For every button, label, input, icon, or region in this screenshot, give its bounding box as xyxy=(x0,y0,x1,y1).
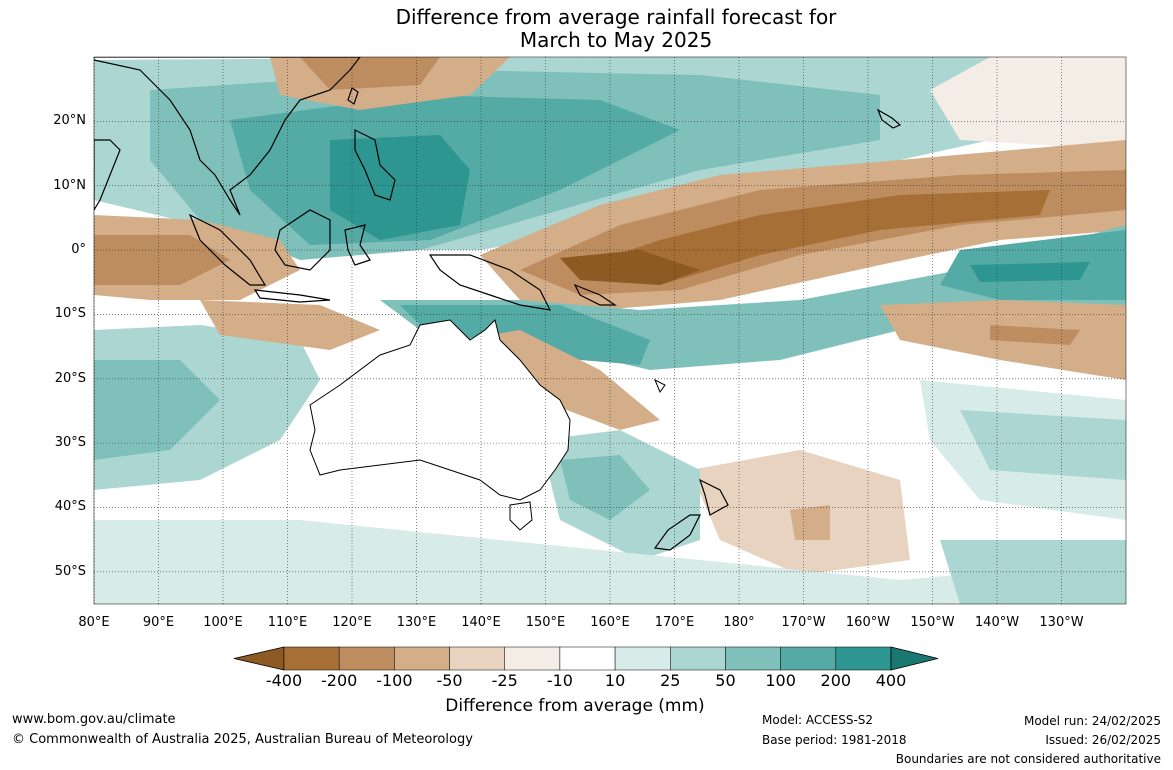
colorbar-tick-label: -400 xyxy=(265,671,303,690)
australia-landmass xyxy=(309,319,571,501)
borneo xyxy=(274,209,331,271)
lon-tick-label: 150°E xyxy=(525,615,566,630)
sumatra xyxy=(188,213,267,286)
colorbar-swatch xyxy=(670,646,726,671)
lon-tick-label: 180° xyxy=(723,615,755,630)
colorbar-swatch xyxy=(449,646,505,671)
boundaries-disclaimer: Boundaries are not considered authoritat… xyxy=(895,752,1161,766)
lon-tick-label: 160°E xyxy=(590,615,630,630)
colorbar-swatch xyxy=(283,646,340,671)
colorbar xyxy=(233,646,939,671)
colorbar-tick-label: 10 xyxy=(604,671,626,690)
hawaii xyxy=(876,108,902,129)
colorbar-swatch xyxy=(394,646,450,671)
india xyxy=(94,139,121,212)
lon-tick-label: 90°E xyxy=(142,615,175,630)
colorbar-title: Difference from average (mm) xyxy=(445,696,705,716)
colorbar-swatch xyxy=(338,646,395,671)
lat-tick-label: 10°S xyxy=(54,306,86,322)
colorbar-arrow-high xyxy=(890,646,939,671)
lat-tick-label: 20°N xyxy=(53,113,86,129)
colorbar-swatch xyxy=(559,646,616,671)
lat-tick-label: 10°N xyxy=(53,177,86,193)
copyright-text: © Commonwealth of Australia 2025, Austra… xyxy=(12,732,473,747)
map-title-line1: Difference from average rainfall forecas… xyxy=(395,5,837,29)
lat-tick-label: 40°S xyxy=(54,499,86,515)
map-title-line2: March to May 2025 xyxy=(519,28,713,52)
lon-tick-label: 140°W xyxy=(974,615,1020,630)
map-frame xyxy=(93,56,1127,605)
sulawesi xyxy=(344,224,371,266)
java xyxy=(253,289,331,303)
taiwan xyxy=(347,87,359,105)
gridlines xyxy=(93,57,1126,604)
colorbar-swatch xyxy=(725,646,781,671)
colorbar-swatch xyxy=(614,646,671,671)
colorbar-swatch xyxy=(780,646,837,671)
colorbar-arrow-low xyxy=(233,646,285,671)
colorbar-tick-label: 100 xyxy=(765,671,796,690)
lon-tick-label: 170°W xyxy=(781,615,826,630)
lon-tick-label: 120°E xyxy=(332,615,372,630)
lon-tick-label: 110°E xyxy=(267,615,308,630)
asia-mainland xyxy=(94,57,361,216)
lon-tick-label: 170°E xyxy=(654,615,695,630)
colorbar-tick-label: 400 xyxy=(875,671,907,690)
wet-region-north-max xyxy=(330,135,470,240)
lon-tick-label: 160°W xyxy=(845,615,891,630)
lat-tick-label: 30°S xyxy=(54,435,86,451)
new-zealand xyxy=(653,478,729,551)
lat-tick-label: 50°S xyxy=(54,563,86,579)
colorbar-tick-label: -100 xyxy=(376,671,413,690)
colorbar-tick-label: 50 xyxy=(715,671,736,690)
lat-tick-label: 0° xyxy=(71,242,86,258)
new-guinea xyxy=(428,254,552,311)
lon-tick-label: 100°E xyxy=(203,615,243,630)
lon-tick-label: 140°E xyxy=(461,615,501,630)
tasmania xyxy=(509,501,533,531)
philippines xyxy=(354,129,396,201)
colorbar-swatch xyxy=(835,646,892,671)
colorbar-tick-label: 25 xyxy=(660,671,681,690)
lon-tick-label: 130°W xyxy=(1039,615,1084,630)
colorbar-tick-label: -200 xyxy=(321,671,358,690)
solomon-islands xyxy=(573,283,617,306)
model-run-date: Model run: 24/02/2025 xyxy=(1023,714,1161,728)
base-period: Base period: 1981-2018 xyxy=(762,733,907,747)
issued-date: Issued: 26/02/2025 xyxy=(1045,733,1161,747)
colorbar-tick-label: -50 xyxy=(436,671,463,690)
lon-tick-label: 80°E xyxy=(78,615,110,630)
colorbar-tick-label: 200 xyxy=(820,671,852,690)
colorbar-tick-label: -10 xyxy=(546,671,573,690)
fiji xyxy=(654,378,666,394)
lon-tick-label: 150°W xyxy=(910,615,955,630)
website-link[interactable]: www.bom.gov.au/climate xyxy=(12,712,176,727)
lon-tick-label: 130°E xyxy=(396,615,437,630)
model-name: Model: ACCESS-S2 xyxy=(762,713,874,727)
colorbar-tick-label: -25 xyxy=(491,671,518,690)
lat-tick-label: 20°S xyxy=(54,370,86,386)
colorbar-swatch xyxy=(504,646,561,671)
